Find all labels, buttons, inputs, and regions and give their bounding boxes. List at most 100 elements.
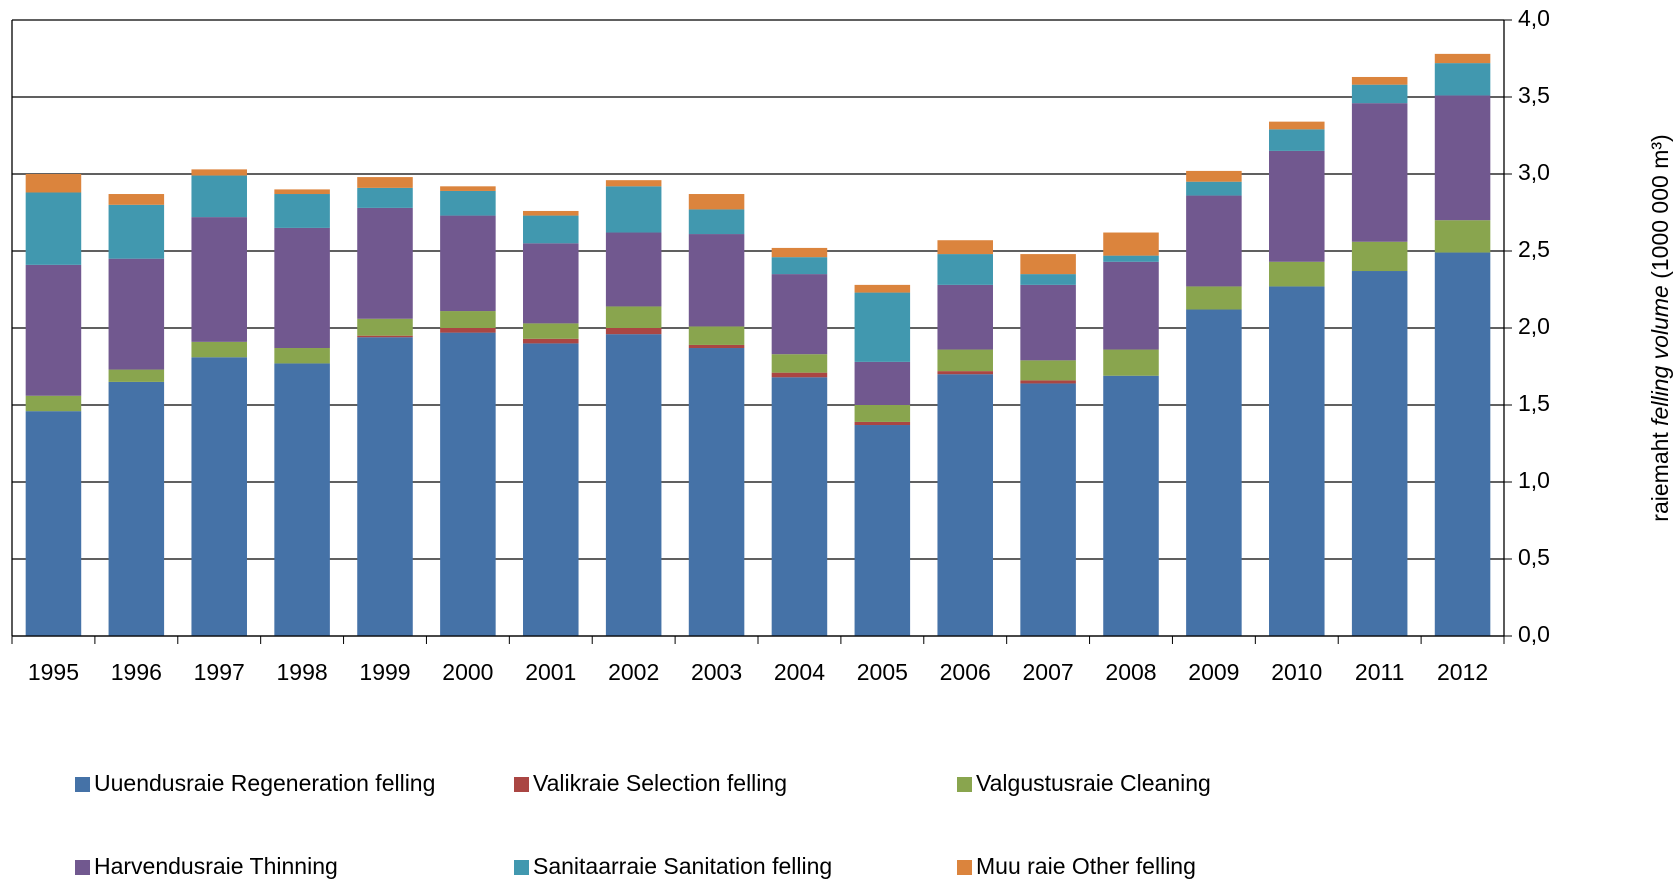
- bar-segment: [108, 369, 165, 382]
- bar-segment: [440, 215, 496, 312]
- bar-segment: [937, 240, 993, 255]
- y-tick-label: 2,5: [1518, 236, 1550, 262]
- bar-segment: [937, 371, 993, 375]
- bar-segment: [1020, 383, 1076, 636]
- legend-label: Harvendusraie Thinning: [94, 853, 338, 879]
- bar-segment: [771, 274, 828, 355]
- bar-segment: [523, 343, 579, 636]
- bar-segment: [25, 395, 82, 412]
- y-tick-label: 1,5: [1518, 390, 1550, 416]
- bar-segment: [688, 209, 745, 235]
- bar-segment: [1351, 241, 1408, 272]
- bar-segment: [1434, 95, 1491, 221]
- bar-segment: [688, 344, 745, 349]
- bar-segment: [771, 377, 828, 636]
- bar-segment: [440, 190, 496, 216]
- bar-segment: [605, 232, 662, 307]
- x-tick-label: 2004: [774, 659, 825, 685]
- bar-segment: [523, 210, 579, 216]
- bar-segment: [1434, 53, 1491, 64]
- bar-segment: [1186, 286, 1242, 310]
- bar-segment: [1351, 84, 1408, 104]
- bar-segment: [523, 338, 579, 344]
- bar-segment: [605, 334, 662, 636]
- y-axis-title: raiemaht felling volume (1000 000 m³): [1647, 134, 1673, 521]
- legend-label: Valikraie Selection felling: [533, 770, 787, 796]
- x-tick-label: 2011: [1355, 659, 1404, 685]
- bar-segment: [440, 186, 496, 191]
- bar-segment: [937, 254, 993, 285]
- bar-segment: [191, 341, 247, 358]
- bar-segment: [1434, 63, 1491, 96]
- bar-segment: [25, 174, 82, 193]
- legend-swatch: [957, 777, 972, 792]
- bar-segment: [1020, 284, 1076, 361]
- bar-segment: [854, 284, 911, 293]
- x-tick-label: 2007: [1023, 659, 1074, 685]
- x-tick-label: 1997: [194, 659, 245, 685]
- y-tick-label: 4,0: [1518, 5, 1550, 31]
- bar-segment: [274, 348, 330, 364]
- bar-segment: [191, 169, 247, 176]
- bar-segment: [688, 234, 745, 327]
- legend-swatch: [514, 777, 529, 792]
- bar-segment: [1269, 129, 1325, 151]
- bar-segment: [937, 349, 993, 372]
- bar-segment: [771, 372, 828, 378]
- bar-segment: [1351, 271, 1408, 636]
- bar-segment: [25, 411, 82, 636]
- bar-segment: [357, 207, 413, 319]
- bar-segment: [108, 258, 165, 370]
- bar-segment: [854, 425, 911, 636]
- legend-swatch: [75, 777, 90, 792]
- legend-label: Uuendusraie Regeneration felling: [94, 770, 435, 796]
- bar-segment: [605, 306, 662, 328]
- bar-segment: [688, 326, 745, 345]
- bar-segment: [274, 227, 330, 349]
- bar-segment: [688, 348, 745, 636]
- x-tick-label: 2001: [525, 659, 576, 685]
- x-tick-label: 2003: [691, 659, 742, 685]
- bar-segment: [523, 323, 579, 339]
- bar-segment: [108, 204, 165, 259]
- bar-segment: [937, 374, 993, 636]
- bar-segment: [854, 361, 911, 405]
- bar-segment: [1434, 220, 1491, 253]
- bar-segment: [108, 194, 165, 205]
- bar-segment: [1186, 181, 1242, 196]
- x-tick-label: 1995: [28, 659, 79, 685]
- bar-segment: [1269, 286, 1325, 636]
- bar-segment: [523, 243, 579, 324]
- legend-swatch: [75, 860, 90, 875]
- bar-segment: [937, 284, 993, 350]
- x-tick-label: 2009: [1188, 659, 1239, 685]
- bar-segment: [854, 405, 911, 422]
- bar-segment: [440, 332, 496, 636]
- bar-segment: [1020, 254, 1076, 275]
- bar-segment: [1020, 360, 1076, 381]
- x-tick-label: 2002: [608, 659, 659, 685]
- bar-segment: [1020, 274, 1076, 285]
- bar-segment: [523, 215, 579, 244]
- legend-swatch: [514, 860, 529, 875]
- y-tick-label: 3,0: [1518, 159, 1550, 185]
- bar-segment: [1103, 349, 1159, 376]
- x-tick-label: 2008: [1105, 659, 1156, 685]
- bar-segment: [1186, 195, 1242, 287]
- y-tick-label: 0,0: [1518, 621, 1550, 647]
- legend-swatch: [957, 860, 972, 875]
- bar-segment: [854, 421, 911, 426]
- bar-segment: [191, 357, 247, 636]
- bar-segment: [357, 318, 413, 336]
- y-tick-label: 2,0: [1518, 313, 1550, 339]
- bar-segment: [357, 335, 413, 338]
- legend-label: Valgustusraie Cleaning: [976, 770, 1211, 796]
- bar-segment: [357, 187, 413, 208]
- bar-segment: [25, 192, 82, 265]
- bar-segment: [1103, 255, 1159, 262]
- bar-segment: [1269, 121, 1325, 130]
- bar-segment: [605, 186, 662, 233]
- bar-segment: [440, 328, 496, 333]
- bar-segment: [1103, 375, 1159, 636]
